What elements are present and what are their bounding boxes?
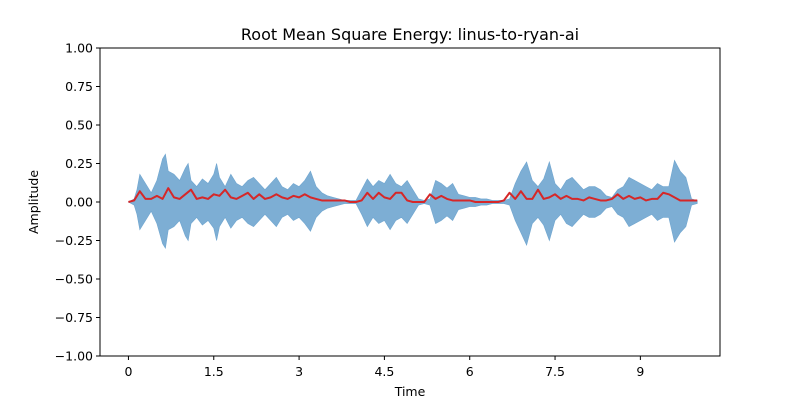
y-tick-label: 0.00: [65, 195, 93, 210]
axes-frame: [99, 47, 721, 357]
x-axis: 0 1.5 3 4.5 6 7.5 9: [124, 356, 644, 379]
x-tick-label: 4.5: [374, 364, 394, 379]
plot-area: [127, 153, 698, 250]
x-tick-label: 6: [466, 364, 474, 379]
y-axis: −1.00 −0.75 −0.50 −0.25 0.00 0.25 0.50 0.75 1.00: [55, 41, 100, 364]
x-tick-label: 7.5: [545, 364, 565, 379]
y-tick-label: −1.00: [55, 349, 93, 364]
y-tick-label: −0.50: [55, 272, 93, 287]
y-tick-label: −0.25: [55, 233, 93, 248]
x-tick-label: 9: [636, 364, 644, 379]
x-tick-label: 1.5: [204, 364, 224, 379]
y-tick-label: −0.75: [55, 310, 93, 325]
x-tick-label: 0: [124, 364, 132, 379]
rms-line: [128, 187, 698, 203]
y-tick-label: 0.75: [65, 79, 93, 94]
y-tick-label: 0.50: [65, 118, 93, 133]
y-axis-label: Amplitude: [26, 170, 41, 234]
x-tick-label: 3: [295, 364, 303, 379]
chart-title: Root Mean Square Energy: linus-to-ryan-a…: [241, 25, 579, 44]
y-tick-label: 0.25: [65, 156, 93, 171]
y-tick-label: 1.00: [65, 41, 93, 56]
x-axis-label: Time: [394, 384, 426, 399]
